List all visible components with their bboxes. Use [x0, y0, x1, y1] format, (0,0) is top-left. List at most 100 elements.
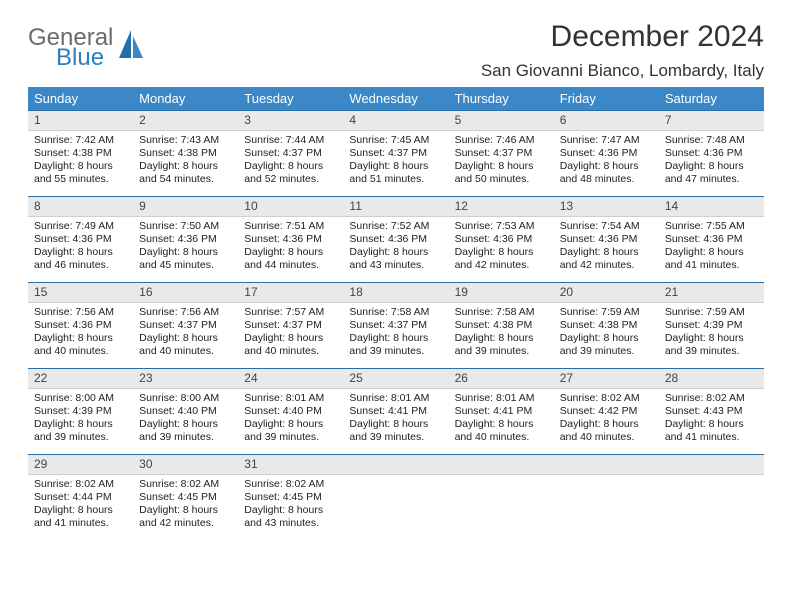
- calendar-day-cell: 30Sunrise: 8:02 AMSunset: 4:45 PMDayligh…: [133, 454, 238, 540]
- day-info-line: Sunrise: 7:50 AM: [139, 220, 232, 233]
- day-info-line: and 42 minutes.: [455, 259, 548, 272]
- day-info-line: Sunset: 4:36 PM: [34, 233, 127, 246]
- weekday-header: Thursday: [449, 87, 554, 110]
- day-info-line: Daylight: 8 hours: [34, 504, 127, 517]
- day-number: .: [343, 454, 448, 475]
- day-info-line: Daylight: 8 hours: [244, 332, 337, 345]
- day-number: 3: [238, 110, 343, 131]
- day-number: .: [554, 454, 659, 475]
- day-info-line: Sunset: 4:41 PM: [455, 405, 548, 418]
- calendar-day-cell: 14Sunrise: 7:55 AMSunset: 4:36 PMDayligh…: [659, 196, 764, 282]
- weekday-header: Friday: [554, 87, 659, 110]
- day-body: Sunrise: 7:45 AMSunset: 4:37 PMDaylight:…: [343, 131, 448, 193]
- day-info-line: and 40 minutes.: [560, 431, 653, 444]
- calendar-day-cell: .: [449, 454, 554, 540]
- day-info-line: Sunset: 4:39 PM: [665, 319, 758, 332]
- weekday-header: Tuesday: [238, 87, 343, 110]
- weekday-header: Sunday: [28, 87, 133, 110]
- day-number: 17: [238, 282, 343, 303]
- header-row: General Blue December 2024 San Giovanni …: [28, 20, 764, 81]
- day-info-line: Sunset: 4:37 PM: [244, 319, 337, 332]
- title-block: December 2024 San Giovanni Bianco, Lomba…: [481, 20, 764, 81]
- day-info-line: Daylight: 8 hours: [455, 246, 548, 259]
- day-body: Sunrise: 8:01 AMSunset: 4:41 PMDaylight:…: [449, 389, 554, 451]
- day-body: Sunrise: 7:56 AMSunset: 4:36 PMDaylight:…: [28, 303, 133, 365]
- calendar-day-cell: .: [659, 454, 764, 540]
- day-number: 6: [554, 110, 659, 131]
- brand-text: General Blue: [28, 26, 113, 70]
- day-info-line: Sunset: 4:38 PM: [139, 147, 232, 160]
- day-info-line: Sunset: 4:37 PM: [349, 319, 442, 332]
- day-body: Sunrise: 7:59 AMSunset: 4:38 PMDaylight:…: [554, 303, 659, 365]
- day-info-line: and 55 minutes.: [34, 173, 127, 186]
- day-info-line: Sunset: 4:37 PM: [455, 147, 548, 160]
- calendar-day-cell: 23Sunrise: 8:00 AMSunset: 4:40 PMDayligh…: [133, 368, 238, 454]
- calendar-day-cell: 19Sunrise: 7:58 AMSunset: 4:38 PMDayligh…: [449, 282, 554, 368]
- day-number: 26: [449, 368, 554, 389]
- day-info-line: and 42 minutes.: [560, 259, 653, 272]
- calendar-day-cell: 13Sunrise: 7:54 AMSunset: 4:36 PMDayligh…: [554, 196, 659, 282]
- day-info-line: and 50 minutes.: [455, 173, 548, 186]
- day-body: Sunrise: 8:00 AMSunset: 4:40 PMDaylight:…: [133, 389, 238, 451]
- day-number: 16: [133, 282, 238, 303]
- day-number: 10: [238, 196, 343, 217]
- calendar-day-cell: 22Sunrise: 8:00 AMSunset: 4:39 PMDayligh…: [28, 368, 133, 454]
- day-number: 4: [343, 110, 448, 131]
- day-info-line: and 39 minutes.: [455, 345, 548, 358]
- day-info-line: Sunset: 4:38 PM: [455, 319, 548, 332]
- day-info-line: Sunset: 4:39 PM: [34, 405, 127, 418]
- day-info-line: Daylight: 8 hours: [139, 504, 232, 517]
- calendar-day-cell: 16Sunrise: 7:56 AMSunset: 4:37 PMDayligh…: [133, 282, 238, 368]
- day-info-line: Sunset: 4:45 PM: [139, 491, 232, 504]
- day-info-line: and 52 minutes.: [244, 173, 337, 186]
- day-info-line: and 39 minutes.: [139, 431, 232, 444]
- day-number: 1: [28, 110, 133, 131]
- day-info-line: Sunrise: 7:58 AM: [455, 306, 548, 319]
- day-info-line: Sunset: 4:36 PM: [665, 147, 758, 160]
- weekday-header: Monday: [133, 87, 238, 110]
- day-number: 12: [449, 196, 554, 217]
- day-number: 28: [659, 368, 764, 389]
- day-info-line: Sunrise: 7:47 AM: [560, 134, 653, 147]
- calendar-week-row: 15Sunrise: 7:56 AMSunset: 4:36 PMDayligh…: [28, 282, 764, 368]
- day-info-line: Sunrise: 7:49 AM: [34, 220, 127, 233]
- day-number: 9: [133, 196, 238, 217]
- day-info-line: Sunrise: 7:53 AM: [455, 220, 548, 233]
- day-info-line: Sunset: 4:36 PM: [244, 233, 337, 246]
- day-info-line: Daylight: 8 hours: [349, 332, 442, 345]
- day-info-line: Sunset: 4:44 PM: [34, 491, 127, 504]
- day-body: Sunrise: 7:49 AMSunset: 4:36 PMDaylight:…: [28, 217, 133, 279]
- day-body: Sunrise: 7:52 AMSunset: 4:36 PMDaylight:…: [343, 217, 448, 279]
- calendar-day-cell: 10Sunrise: 7:51 AMSunset: 4:36 PMDayligh…: [238, 196, 343, 282]
- day-info-line: Sunrise: 7:56 AM: [139, 306, 232, 319]
- day-body: Sunrise: 7:59 AMSunset: 4:39 PMDaylight:…: [659, 303, 764, 365]
- day-info-line: Sunset: 4:42 PM: [560, 405, 653, 418]
- calendar-day-cell: 3Sunrise: 7:44 AMSunset: 4:37 PMDaylight…: [238, 110, 343, 196]
- calendar-day-cell: 25Sunrise: 8:01 AMSunset: 4:41 PMDayligh…: [343, 368, 448, 454]
- day-info-line: and 54 minutes.: [139, 173, 232, 186]
- day-info-line: Sunset: 4:45 PM: [244, 491, 337, 504]
- brand-logo: General Blue: [28, 20, 145, 70]
- day-info-line: Sunrise: 7:59 AM: [665, 306, 758, 319]
- calendar-day-cell: 31Sunrise: 8:02 AMSunset: 4:45 PMDayligh…: [238, 454, 343, 540]
- calendar-day-cell: 18Sunrise: 7:58 AMSunset: 4:37 PMDayligh…: [343, 282, 448, 368]
- calendar-day-cell: .: [554, 454, 659, 540]
- day-info-line: and 39 minutes.: [244, 431, 337, 444]
- calendar-day-cell: 12Sunrise: 7:53 AMSunset: 4:36 PMDayligh…: [449, 196, 554, 282]
- day-info-line: and 41 minutes.: [665, 259, 758, 272]
- day-number: 14: [659, 196, 764, 217]
- day-body: Sunrise: 8:01 AMSunset: 4:40 PMDaylight:…: [238, 389, 343, 451]
- sail-icon: [117, 28, 145, 67]
- day-body: Sunrise: 7:53 AMSunset: 4:36 PMDaylight:…: [449, 217, 554, 279]
- day-info-line: Daylight: 8 hours: [560, 160, 653, 173]
- day-body: Sunrise: 7:48 AMSunset: 4:36 PMDaylight:…: [659, 131, 764, 193]
- day-info-line: Sunrise: 7:55 AM: [665, 220, 758, 233]
- day-number: 13: [554, 196, 659, 217]
- month-title: December 2024: [481, 20, 764, 53]
- day-info-line: Daylight: 8 hours: [244, 160, 337, 173]
- day-info-line: and 39 minutes.: [560, 345, 653, 358]
- day-body: Sunrise: 7:58 AMSunset: 4:38 PMDaylight:…: [449, 303, 554, 365]
- day-number: 27: [554, 368, 659, 389]
- day-info-line: Sunset: 4:38 PM: [34, 147, 127, 160]
- day-body: Sunrise: 8:00 AMSunset: 4:39 PMDaylight:…: [28, 389, 133, 451]
